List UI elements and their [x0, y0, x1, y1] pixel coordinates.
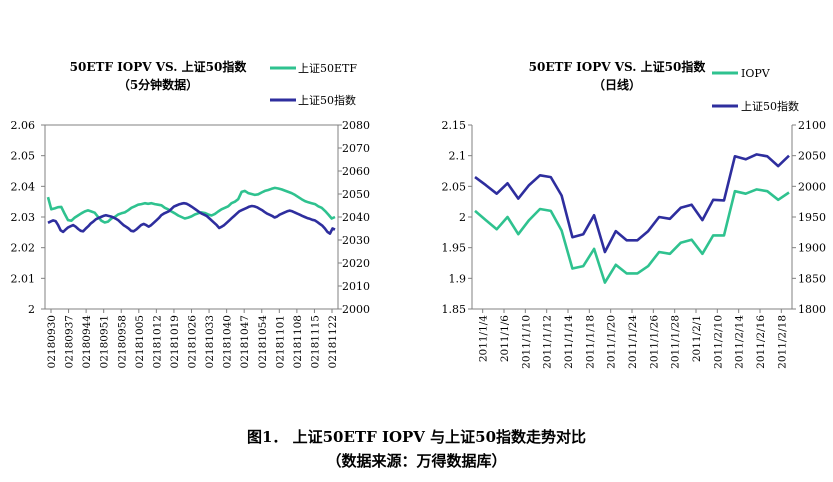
x-tick-label: 02181019	[169, 315, 181, 368]
x-tick-label: 02181040	[222, 315, 234, 368]
x-tick-label: 2011/1/18	[584, 315, 596, 369]
series-lines	[46, 186, 336, 235]
y-axis-right: 2000 2010 2020 2030 2040 2050 2060 2070 2080	[338, 119, 370, 316]
x-tick-label: 02181047	[239, 315, 251, 368]
chart-daily-title: 50ETF IOPV VS. 上证50指数	[529, 59, 707, 74]
y-left-tick-label: 2.03	[11, 211, 36, 224]
series-line-1	[474, 153, 790, 254]
series-line-0	[474, 188, 790, 284]
y-left-tick-label: 2.06	[11, 119, 36, 132]
x-tick-label: 2011/1/6	[499, 315, 511, 362]
y-right-tick-label: 2020	[342, 257, 370, 270]
x-tick-label: 02181033	[204, 315, 216, 368]
chart-5min: 50ETF IOPV VS. 上证50指数 （5分钟数据） 上证50ETF 上证…	[11, 59, 371, 368]
x-tick-label: 02181108	[292, 315, 304, 368]
chart-daily: 50ETF IOPV VS. 上证50指数 （日线） IOPV 上证50指数 1…	[442, 59, 827, 369]
y-right-tick-label: 2060	[342, 165, 370, 178]
series-line-1	[47, 201, 336, 235]
y-right-tick-label: 1950	[798, 211, 826, 224]
x-tick-label: 02181012	[151, 315, 163, 368]
y-left-tick-label: 2.04	[11, 180, 36, 193]
x-tick-label: 02180958	[116, 315, 128, 368]
x-tick-label: 02181122	[327, 315, 339, 368]
x-axis: 02180930 02180937 02180944 02180951 02180958…	[46, 309, 339, 368]
y-right-tick-label: 2050	[342, 188, 370, 201]
x-tick-label: 2011/2/1	[691, 315, 703, 362]
x-tick-label: 2011/2/16	[755, 315, 767, 369]
legend-label-index: 上证50指数	[298, 93, 356, 107]
x-tick-label: 02180930	[46, 315, 58, 368]
chart-5min-subtitle: （5分钟数据）	[118, 77, 198, 92]
x-tick-label: 2011/1/28	[670, 315, 682, 369]
y-right-tick-label: 1900	[798, 242, 826, 255]
figure-caption: 图1． 上证50ETF IOPV 与上证50指数走势对比	[246, 428, 587, 446]
legend-label-etf: 上证50ETF	[298, 62, 357, 75]
y-axis-left: 2 2.01 2.02 2.03 2.04 2.05 2.06	[11, 119, 45, 316]
y-right-tick-label: 1800	[798, 303, 826, 316]
y-right-tick-label: 1850	[798, 272, 826, 285]
y-left-tick-label: 2.05	[11, 150, 36, 163]
legend-label-index-daily: 上证50指数	[741, 99, 799, 113]
y-left-tick-label: 2.02	[11, 242, 36, 255]
legend-label-iopv: IOPV	[741, 67, 771, 80]
x-tick-label: 02181101	[274, 315, 286, 368]
x-tick-label: 2011/2/14	[734, 315, 746, 369]
chart-5min-title: 50ETF IOPV VS. 上证50指数	[70, 59, 248, 74]
y-right-tick-label: 2030	[342, 234, 370, 247]
y-right-tick-label: 2000	[798, 180, 826, 193]
chart-daily-subtitle: （日线）	[593, 77, 641, 92]
y-right-tick-label: 2010	[342, 280, 370, 293]
x-tick-label: 2011/1/14	[563, 315, 575, 369]
y-right-tick-label: 2100	[798, 119, 826, 132]
x-axis: 2011/1/4 2011/1/6 2011/1/10 2011/1/12 2011/1…	[478, 309, 788, 369]
y-axis-left: 1.85 1.9 1.95 2 2.05 2.1 2.15	[442, 119, 472, 316]
y-right-tick-label: 2000	[342, 303, 370, 316]
x-tick-label: 02181026	[187, 315, 199, 369]
series-line-0	[46, 186, 336, 224]
y-right-tick-label: 2070	[342, 142, 370, 155]
y-left-tick-label: 1.9	[449, 272, 467, 285]
y-right-tick-label: 2050	[798, 150, 826, 163]
x-tick-label: 2011/1/12	[542, 315, 554, 369]
y-left-tick-label: 2.1	[449, 150, 467, 163]
x-tick-label: 2011/1/24	[627, 315, 639, 369]
x-tick-label: 2011/1/20	[606, 315, 618, 369]
x-tick-label: 02180937	[64, 315, 76, 368]
y-left-tick-label: 2.05	[442, 180, 467, 193]
x-tick-label: 02181115	[309, 315, 321, 368]
y-right-tick-label: 2040	[342, 211, 370, 224]
y-left-tick-label: 2	[459, 211, 466, 224]
figure-source: （数据来源：万得数据库）	[326, 452, 507, 470]
y-right-tick-label: 2080	[342, 119, 370, 132]
x-tick-label: 2011/1/26	[648, 315, 660, 369]
x-tick-label: 02181054	[257, 315, 269, 369]
x-tick-label: 2011/1/4	[478, 315, 490, 362]
y-axis-right: 1800 1850 1900 1950 2000 2050 2100	[792, 119, 826, 316]
x-tick-label: 2011/2/10	[712, 315, 724, 369]
y-left-tick-label: 2.01	[11, 272, 36, 285]
x-tick-label: 2011/1/10	[520, 315, 532, 369]
x-tick-label: 2011/2/18	[776, 315, 788, 369]
y-left-tick-label: 1.85	[442, 303, 467, 316]
y-left-tick-label: 2.15	[442, 119, 467, 132]
x-tick-label: 02181005	[134, 315, 146, 368]
x-tick-label: 02180951	[99, 315, 111, 368]
y-left-tick-label: 2	[28, 303, 35, 316]
series-lines	[474, 153, 790, 284]
x-tick-label: 02180944	[81, 315, 93, 369]
y-left-tick-label: 1.95	[442, 242, 467, 255]
